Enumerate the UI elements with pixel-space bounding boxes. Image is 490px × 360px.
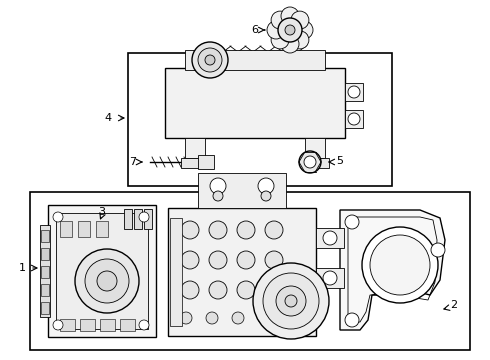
Bar bbox=[120, 319, 135, 331]
Bar bbox=[345, 83, 363, 101]
Bar bbox=[345, 110, 363, 128]
Circle shape bbox=[213, 191, 223, 201]
Text: 6: 6 bbox=[251, 25, 259, 35]
Circle shape bbox=[265, 251, 283, 269]
Circle shape bbox=[291, 11, 309, 29]
Circle shape bbox=[97, 271, 117, 291]
Circle shape bbox=[299, 151, 321, 173]
Circle shape bbox=[237, 221, 255, 239]
Circle shape bbox=[345, 313, 359, 327]
Bar bbox=[165, 68, 345, 138]
Circle shape bbox=[85, 259, 129, 303]
Bar bbox=[100, 319, 115, 331]
Circle shape bbox=[75, 249, 139, 313]
Circle shape bbox=[139, 212, 149, 222]
Circle shape bbox=[295, 21, 313, 39]
Circle shape bbox=[284, 312, 296, 324]
Circle shape bbox=[323, 231, 337, 245]
Circle shape bbox=[348, 113, 360, 125]
Bar bbox=[80, 319, 95, 331]
Circle shape bbox=[139, 320, 149, 330]
Circle shape bbox=[276, 286, 306, 316]
Bar bbox=[198, 173, 286, 208]
Circle shape bbox=[345, 215, 359, 229]
Text: 3: 3 bbox=[98, 207, 105, 217]
Circle shape bbox=[271, 31, 289, 49]
Text: 4: 4 bbox=[104, 113, 112, 123]
Bar bbox=[316, 268, 344, 288]
Bar bbox=[181, 158, 209, 168]
Circle shape bbox=[263, 273, 319, 329]
Circle shape bbox=[209, 251, 227, 269]
Text: 7: 7 bbox=[129, 157, 137, 167]
Bar bbox=[41, 230, 49, 242]
Bar bbox=[48, 205, 156, 337]
Bar bbox=[301, 158, 329, 168]
Text: 5: 5 bbox=[337, 156, 343, 166]
Bar bbox=[41, 248, 49, 260]
Bar bbox=[168, 208, 316, 336]
Circle shape bbox=[192, 42, 228, 78]
Bar bbox=[41, 302, 49, 314]
Circle shape bbox=[278, 18, 302, 42]
Circle shape bbox=[265, 221, 283, 239]
Circle shape bbox=[181, 281, 199, 299]
Circle shape bbox=[281, 7, 299, 25]
Polygon shape bbox=[340, 210, 445, 330]
Bar bbox=[96, 221, 108, 237]
Bar bbox=[41, 266, 49, 278]
Bar bbox=[40, 225, 50, 317]
Bar bbox=[60, 221, 72, 237]
Bar bbox=[170, 218, 182, 326]
Bar bbox=[60, 319, 75, 331]
Circle shape bbox=[209, 281, 227, 299]
Bar bbox=[78, 221, 90, 237]
Circle shape bbox=[261, 191, 271, 201]
Circle shape bbox=[198, 48, 222, 72]
Circle shape bbox=[348, 86, 360, 98]
Circle shape bbox=[431, 243, 445, 257]
Circle shape bbox=[53, 212, 63, 222]
Circle shape bbox=[304, 156, 316, 168]
Circle shape bbox=[205, 55, 215, 65]
Bar bbox=[30, 192, 470, 350]
Circle shape bbox=[232, 312, 244, 324]
Circle shape bbox=[265, 281, 283, 299]
Circle shape bbox=[181, 251, 199, 269]
Circle shape bbox=[237, 251, 255, 269]
Circle shape bbox=[281, 35, 299, 53]
Bar bbox=[124, 209, 132, 229]
Circle shape bbox=[258, 178, 274, 194]
Bar bbox=[305, 138, 325, 158]
Bar bbox=[198, 155, 214, 169]
Circle shape bbox=[180, 312, 192, 324]
Bar bbox=[316, 228, 344, 248]
Circle shape bbox=[285, 25, 295, 35]
Circle shape bbox=[285, 295, 297, 307]
Bar bbox=[56, 213, 148, 329]
Text: 1: 1 bbox=[19, 263, 25, 273]
Circle shape bbox=[253, 263, 329, 339]
Bar bbox=[128, 53, 392, 186]
Text: 2: 2 bbox=[450, 300, 458, 310]
Circle shape bbox=[258, 312, 270, 324]
Bar bbox=[185, 50, 325, 70]
Bar bbox=[185, 138, 205, 158]
Circle shape bbox=[271, 11, 289, 29]
Circle shape bbox=[53, 320, 63, 330]
Circle shape bbox=[206, 312, 218, 324]
Circle shape bbox=[209, 221, 227, 239]
Bar bbox=[134, 209, 142, 229]
Circle shape bbox=[370, 235, 430, 295]
Circle shape bbox=[181, 221, 199, 239]
Circle shape bbox=[210, 178, 226, 194]
Circle shape bbox=[237, 281, 255, 299]
Bar bbox=[41, 284, 49, 296]
Circle shape bbox=[291, 31, 309, 49]
Circle shape bbox=[323, 271, 337, 285]
Circle shape bbox=[267, 21, 285, 39]
Bar bbox=[144, 209, 152, 229]
Circle shape bbox=[362, 227, 438, 303]
